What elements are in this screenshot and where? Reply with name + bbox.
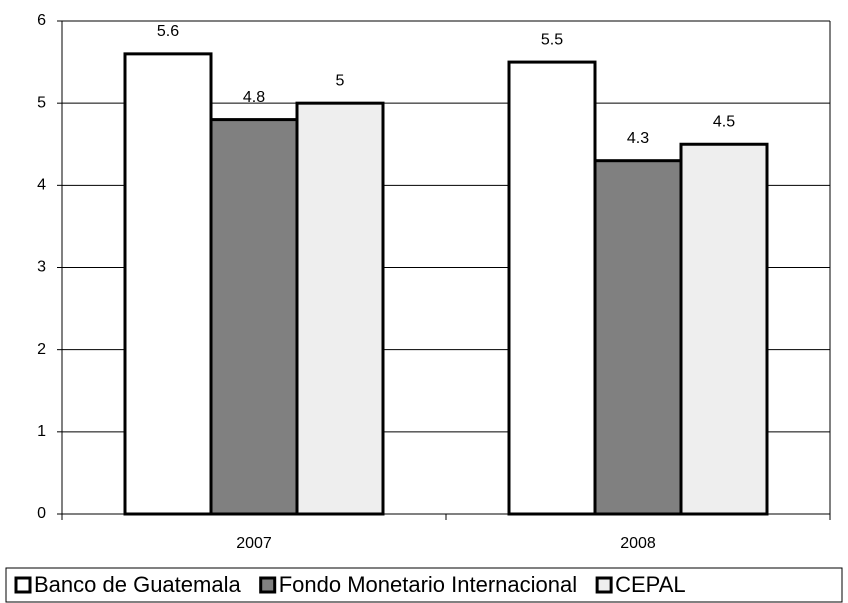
legend-swatch xyxy=(14,576,32,594)
y-tick-label: 5 xyxy=(37,94,46,111)
value-label: 5.6 xyxy=(157,23,179,40)
y-tick-label: 1 xyxy=(37,423,46,440)
bar xyxy=(295,101,385,516)
legend-label: Fondo Monetario Internacional xyxy=(279,572,577,597)
bar xyxy=(123,52,213,516)
value-label: 5 xyxy=(336,72,345,89)
value-label: 4.5 xyxy=(713,113,735,130)
legend-swatch xyxy=(595,576,613,594)
y-tick-label: 6 xyxy=(37,12,46,29)
value-label: 5.5 xyxy=(541,31,563,48)
legend-swatch xyxy=(259,576,277,594)
y-tick-label: 0 xyxy=(37,505,46,522)
value-label: 4.8 xyxy=(243,89,265,106)
x-tick-label: 2007 xyxy=(236,535,272,552)
x-tick-label: 2008 xyxy=(620,535,656,552)
bar xyxy=(593,159,683,516)
y-tick-label: 2 xyxy=(37,341,46,358)
value-label: 4.3 xyxy=(627,130,649,147)
legend-label: CEPAL xyxy=(615,572,686,597)
bar xyxy=(209,118,299,516)
legend-frame xyxy=(5,567,843,603)
bar xyxy=(507,60,597,516)
y-tick-label: 3 xyxy=(37,259,46,276)
bar xyxy=(679,142,769,516)
y-tick-label: 4 xyxy=(37,177,46,194)
legend-label: Banco de Guatemala xyxy=(34,572,241,597)
